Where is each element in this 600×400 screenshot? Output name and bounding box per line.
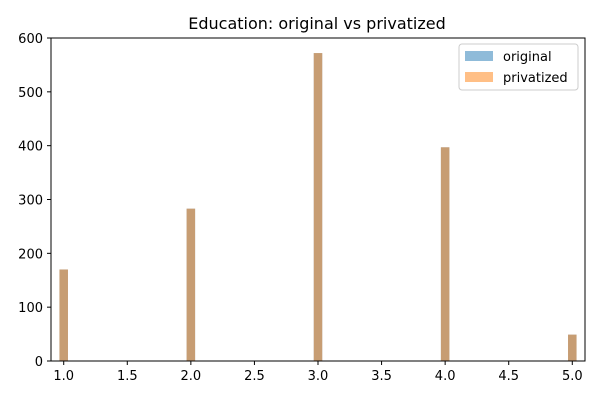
bar-privatized-1: [59, 269, 68, 361]
bar-privatized-4: [440, 147, 450, 361]
x-tick-label-5: 3.0: [308, 369, 329, 384]
x-tick-label-3: 2.0: [181, 369, 202, 384]
bar-privatized-3: [313, 53, 323, 361]
legend-label-original: original: [503, 50, 552, 65]
y-tick-label-2: 100: [18, 301, 43, 316]
chart-title: Education: original vs privatized: [188, 14, 445, 33]
y-tick-label-3: 200: [18, 247, 43, 262]
plot-frame: [50, 37, 586, 362]
legend-swatch-privatized: [465, 72, 493, 82]
x-tick-label-8: 4.5: [498, 369, 519, 384]
x-tick-label-6: 3.5: [371, 369, 392, 384]
y-tick-label-6: 500: [18, 86, 43, 101]
legend-swatch-original: [465, 51, 493, 61]
y-tick-label-5: 400: [18, 140, 43, 155]
y-axis-ticks: 0 100 200 300 400 500 600: [18, 32, 51, 370]
bar-privatized-5: [568, 334, 577, 361]
x-tick-label-4: 2.5: [244, 369, 265, 384]
bar-privatized-2: [186, 208, 196, 361]
y-tick-label-7: 600: [18, 32, 43, 47]
legend-label-privatized: privatized: [503, 71, 568, 86]
legend: original privatized: [458, 43, 579, 91]
x-tick-label-2: 1.5: [117, 369, 138, 384]
y-tick-label-1: 0: [35, 355, 43, 370]
x-tick-label-9: 5.0: [562, 369, 583, 384]
x-tick-label-1: 1.0: [53, 369, 74, 384]
bars-layer: [59, 53, 577, 361]
x-tick-label-7: 4.0: [435, 369, 456, 384]
x-axis-ticks: 1.0 1.5 2.0 2.5 3.0 3.5 4.0 4.5 5.0: [53, 361, 583, 384]
y-tick-label-4: 300: [18, 194, 43, 209]
